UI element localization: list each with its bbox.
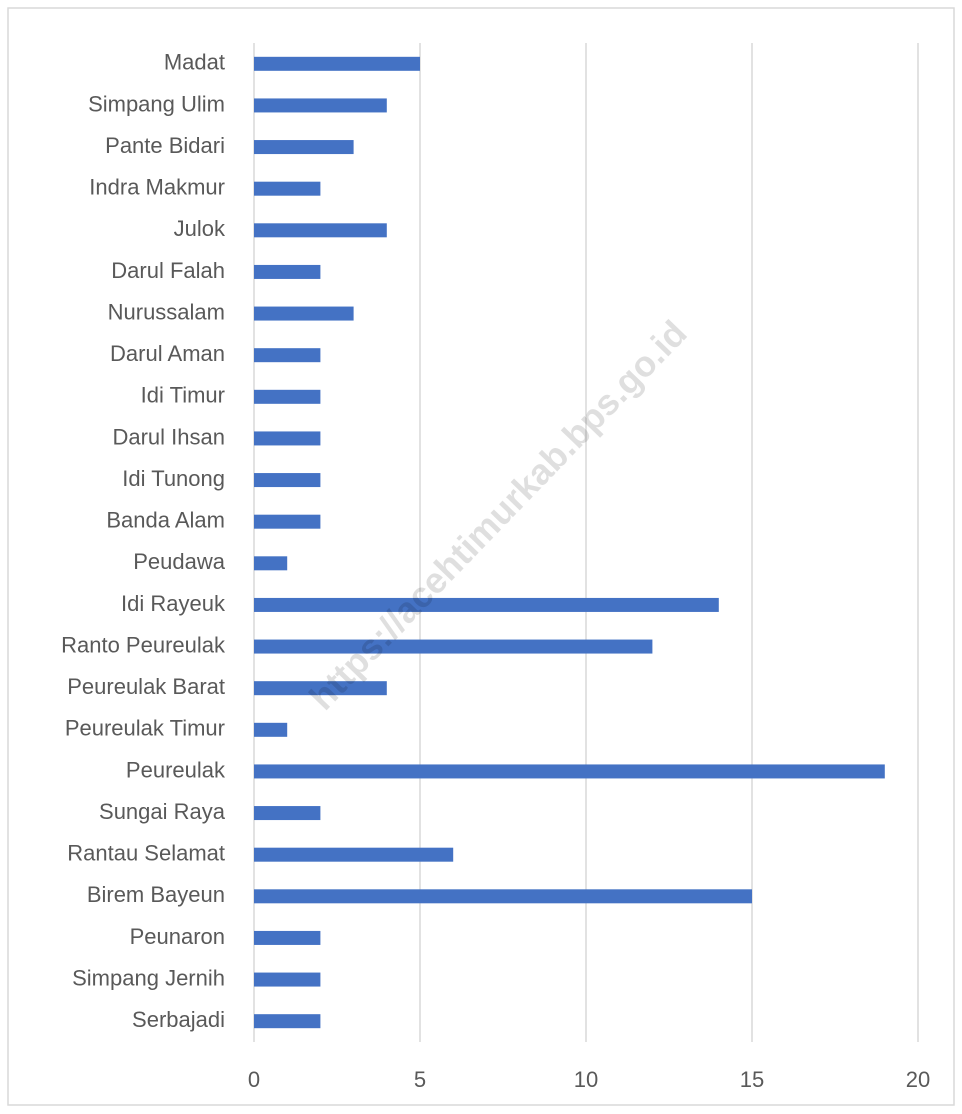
bar bbox=[254, 264, 321, 279]
y-tick-label: Serbajadi bbox=[132, 1007, 225, 1032]
y-tick-label: Nurussalam bbox=[108, 299, 225, 324]
y-tick-label: Indra Makmur bbox=[89, 175, 225, 200]
x-tick-label: 20 bbox=[906, 1067, 930, 1092]
y-tick-label: Julok bbox=[174, 216, 226, 241]
bar bbox=[254, 223, 387, 238]
y-tick-label: Peureulak bbox=[126, 757, 226, 782]
y-tick-label: Birem Bayeun bbox=[87, 882, 225, 907]
y-tick-label: Idi Timur bbox=[141, 383, 225, 408]
bar bbox=[254, 98, 387, 113]
y-tick-label: Banda Alam bbox=[106, 508, 225, 533]
watermark: https://acehtimurkab.bps.go.id bbox=[301, 312, 695, 717]
bar bbox=[254, 389, 321, 404]
bar bbox=[254, 514, 321, 529]
x-tick-label: 10 bbox=[574, 1067, 598, 1092]
bar bbox=[254, 681, 387, 696]
y-tick-label: Sungai Raya bbox=[99, 799, 226, 824]
bar bbox=[254, 930, 321, 945]
chart-frame bbox=[7, 7, 955, 1106]
bar bbox=[254, 181, 321, 196]
y-tick-label: Simpang Jernih bbox=[72, 965, 225, 990]
bar bbox=[254, 764, 885, 779]
y-tick-label: Rantau Selamat bbox=[67, 841, 225, 866]
y-tick-label: Peureulak Timur bbox=[65, 716, 225, 741]
bar bbox=[254, 806, 321, 821]
y-tick-label: Simpang Ulim bbox=[88, 91, 225, 116]
y-tick-label: Idi Tunong bbox=[122, 466, 225, 491]
y-tick-label: Peudawa bbox=[133, 549, 226, 574]
x-tick-label: 15 bbox=[740, 1067, 764, 1092]
bar bbox=[254, 56, 420, 71]
bar bbox=[254, 1014, 321, 1029]
bar bbox=[254, 847, 454, 862]
y-tick-label: Peunaron bbox=[130, 924, 225, 949]
bar bbox=[254, 473, 321, 488]
y-tick-label: Darul Aman bbox=[110, 341, 225, 366]
bar bbox=[254, 140, 354, 155]
y-tick-label: Madat bbox=[164, 50, 225, 75]
bar bbox=[254, 556, 288, 571]
bar bbox=[254, 431, 321, 446]
y-tick-label: Pante Bidari bbox=[105, 133, 225, 158]
x-tick-label: 0 bbox=[248, 1067, 260, 1092]
bar bbox=[254, 597, 719, 612]
y-tick-label: Ranto Peureulak bbox=[61, 632, 226, 657]
bar bbox=[254, 889, 752, 904]
x-tick-label: 5 bbox=[414, 1067, 426, 1092]
y-tick-label: Peureulak Barat bbox=[67, 674, 225, 699]
bar bbox=[254, 722, 288, 737]
y-tick-label: Darul Falah bbox=[111, 258, 225, 283]
bar bbox=[254, 972, 321, 987]
bar bbox=[254, 348, 321, 363]
bar bbox=[254, 306, 354, 321]
y-tick-label: Darul Ihsan bbox=[112, 424, 225, 449]
y-tick-label: Idi Rayeuk bbox=[121, 591, 226, 616]
bar bbox=[254, 639, 653, 654]
